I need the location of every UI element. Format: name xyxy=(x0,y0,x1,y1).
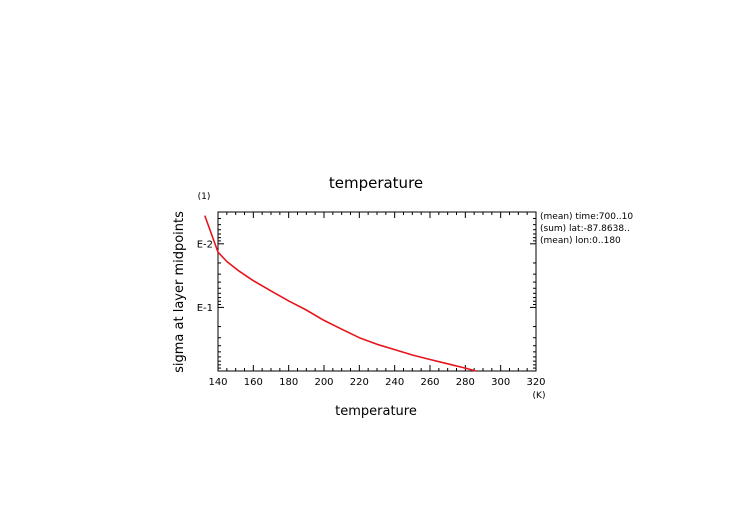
x-tick-label: 300 xyxy=(491,377,510,388)
y-tick-label: E-2 xyxy=(197,239,213,250)
y-tick-label: E-1 xyxy=(197,303,213,314)
y-axis-label: sigma at layer midpoints xyxy=(172,211,187,373)
annotation-time: (mean) time:700..10 xyxy=(540,212,636,222)
x-axis-label: temperature xyxy=(335,404,417,419)
x-tick-label: 180 xyxy=(279,377,298,388)
x-unit-label: (K) xyxy=(533,391,546,401)
x-tick-label: 220 xyxy=(350,377,369,388)
y-unit-label: (1) xyxy=(198,192,211,202)
x-tick-label: 200 xyxy=(314,377,333,388)
x-tick-label: 280 xyxy=(456,377,475,388)
x-tick-label: 260 xyxy=(420,377,439,388)
x-tick-label: 160 xyxy=(244,377,263,388)
chart-title: temperature xyxy=(329,174,423,192)
x-tick-label: 240 xyxy=(385,377,404,388)
series-line-temperature xyxy=(204,215,477,372)
x-tick-label: 320 xyxy=(526,377,545,388)
annotation-lon: (mean) lon:0..180 xyxy=(540,236,621,246)
annotation-lat: (sum) lat:-87.8638.. xyxy=(540,224,630,234)
plot-frame xyxy=(217,211,537,372)
x-tick-label: 140 xyxy=(208,377,227,388)
